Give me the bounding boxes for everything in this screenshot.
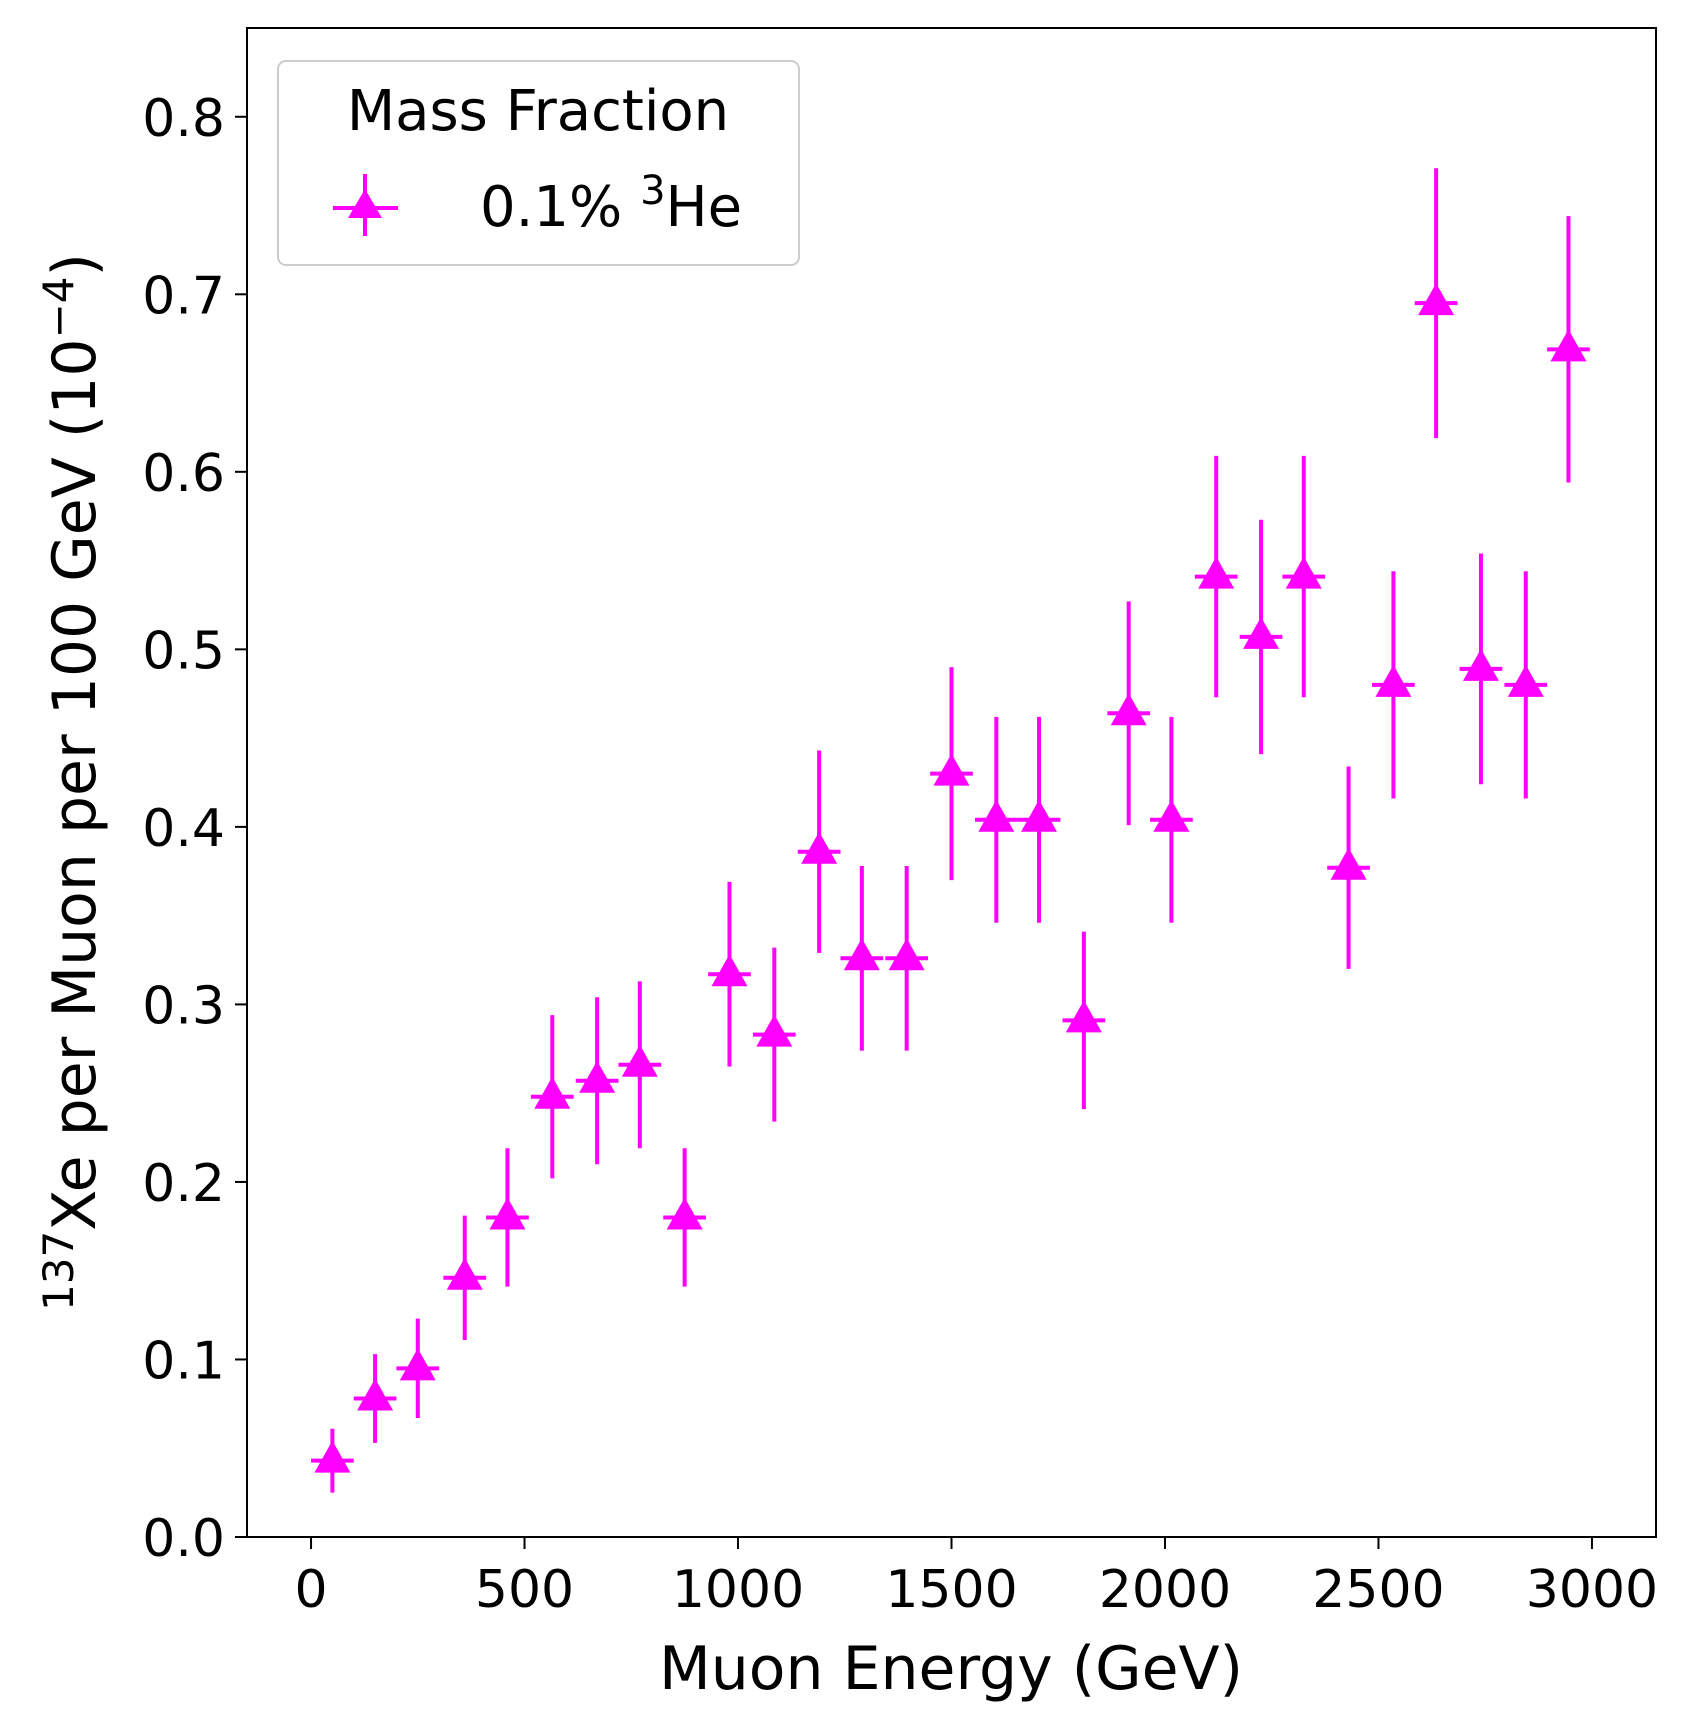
data-point: [618, 981, 662, 1149]
data-point: [530, 1015, 574, 1179]
triangle-marker: [1418, 283, 1455, 316]
data-point: [1372, 571, 1415, 799]
x-tick-label: 1000: [672, 1560, 804, 1620]
triangle-marker: [1507, 664, 1544, 697]
data-point: [708, 881, 751, 1067]
triangle-marker: [843, 938, 880, 971]
x-tick-label: 2000: [1099, 1560, 1231, 1620]
x-tick-label: 3000: [1526, 1560, 1658, 1620]
data-point: [752, 947, 796, 1122]
triangle-marker: [756, 1014, 793, 1047]
data-point: [486, 1148, 529, 1287]
data-point: [1414, 168, 1458, 439]
triangle-marker: [1198, 556, 1235, 589]
y-axis-label-close: ): [40, 253, 110, 276]
data-point: [1504, 571, 1548, 799]
triangle-marker: [357, 1378, 394, 1411]
triangle-marker: [1021, 799, 1058, 832]
x-tick-label: 500: [475, 1560, 574, 1620]
data-point: [1547, 216, 1590, 483]
triangle-marker: [933, 753, 970, 786]
legend-marker-triangle: [348, 189, 382, 218]
triangle-marker: [489, 1197, 526, 1230]
triangle-marker: [666, 1197, 703, 1230]
legend: Mass Fraction 0.1% 3He: [277, 60, 800, 266]
data-point: [1282, 455, 1326, 698]
triangle-marker: [621, 1044, 658, 1077]
data-point: [1194, 455, 1238, 698]
triangle-marker: [888, 938, 925, 971]
triangle-marker: [1065, 1000, 1102, 1033]
y-axis-ticks: 0.0 0.1 0.2 0.3 0.4 0.5 0.6 0.7 0.8: [142, 89, 247, 1569]
data-point: [575, 997, 619, 1165]
plot-frame: [246, 27, 1657, 1538]
triangle-marker: [399, 1348, 436, 1381]
data-point: [797, 750, 841, 953]
legend-title: Mass Fraction: [347, 79, 729, 144]
data-point: [1459, 553, 1503, 785]
x-tick-label: 1500: [885, 1560, 1017, 1620]
y-axis-label: 137Xe per Muon per 100 GeV (10−4): [34, 253, 110, 1311]
data-point: [353, 1354, 397, 1443]
y-axis-label-isotope: 137: [34, 1231, 83, 1311]
legend-entry-label-tail: He: [666, 175, 743, 240]
data-series: [311, 168, 1590, 1493]
x-axis-label: Muon Energy (GeV): [659, 1634, 1243, 1704]
x-axis-ticks: 0 500 1000 1500 2000 2500 3000: [294, 1537, 1658, 1620]
legend-frame: [277, 60, 800, 266]
triangle-marker: [1285, 556, 1322, 589]
data-point: [1107, 601, 1151, 826]
triangle-marker: [1330, 847, 1367, 880]
data-point: [1239, 519, 1283, 755]
y-axis-label-text: Xe per Muon per 100 GeV (10: [40, 338, 110, 1230]
triangle-marker: [1110, 693, 1147, 726]
triangle-marker: [1153, 799, 1190, 832]
y-tick-label: 0.4: [142, 799, 225, 859]
triangle-marker: [801, 831, 838, 864]
y-tick-label: 0.3: [142, 976, 225, 1036]
triangle-marker: [1462, 648, 1499, 681]
y-tick-label: 0.2: [142, 1154, 225, 1214]
legend-entry-label-main: 0.1%: [480, 175, 640, 240]
triangle-marker: [1550, 329, 1587, 362]
x-tick-label: 0: [294, 1560, 327, 1620]
data-point: [311, 1428, 354, 1493]
y-tick-label: 0.0: [142, 1509, 225, 1569]
triangle-marker: [579, 1060, 616, 1093]
y-tick-label: 0.6: [142, 444, 225, 504]
y-tick-label: 0.5: [142, 621, 225, 681]
triangle-marker: [978, 799, 1015, 832]
data-point: [885, 865, 929, 1051]
y-tick-label: 0.7: [142, 266, 225, 326]
data-point: [1327, 766, 1370, 969]
data-point: [930, 667, 973, 881]
data-point: [396, 1318, 440, 1419]
data-point: [974, 716, 1018, 923]
legend-marker: [333, 174, 398, 236]
data-point: [663, 1148, 706, 1287]
data-point: [840, 865, 884, 1051]
triangle-marker: [711, 954, 748, 987]
data-point: [1062, 931, 1106, 1110]
triangle-marker: [1243, 616, 1280, 649]
legend-entry-label-sup: 3: [640, 168, 665, 214]
legend-entry-label: 0.1% 3He: [480, 168, 742, 240]
data-point: [1017, 716, 1061, 923]
y-tick-label: 0.8: [142, 89, 225, 149]
y-tick-label: 0.1: [142, 1331, 225, 1391]
triangle-marker: [446, 1257, 483, 1290]
data-point: [443, 1215, 487, 1340]
triangle-marker: [534, 1076, 571, 1109]
x-tick-label: 2500: [1312, 1560, 1444, 1620]
triangle-marker: [314, 1440, 351, 1473]
data-point: [1150, 716, 1193, 923]
triangle-marker: [1375, 664, 1412, 697]
y-axis-label-exponent: −4: [34, 276, 83, 338]
